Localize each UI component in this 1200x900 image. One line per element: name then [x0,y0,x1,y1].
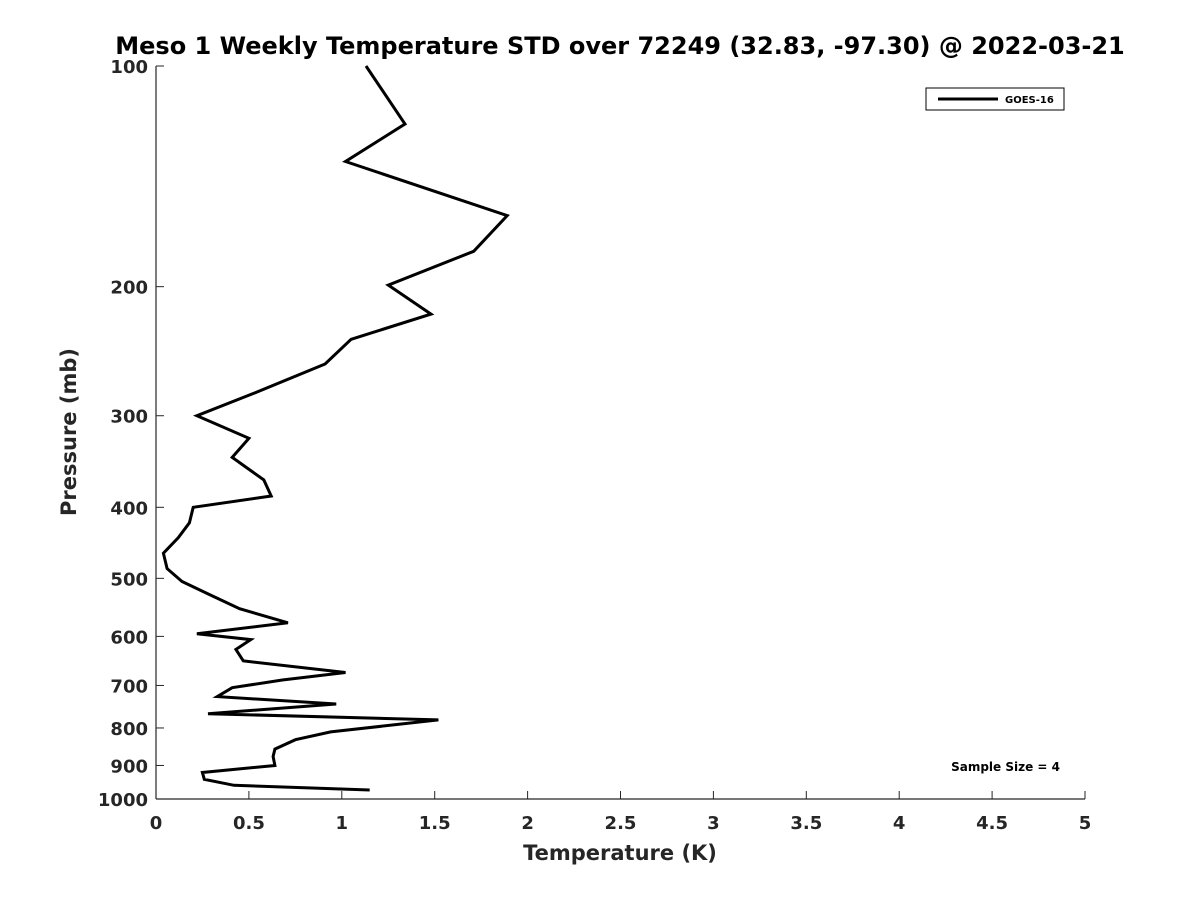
y-tick-label: 1000 [98,790,148,811]
series-line-goes-16 [161,65,510,792]
x-tick-label: 4.5 [976,813,1008,834]
y-tick-label: 300 [110,407,148,428]
y-tick-label: 100 [110,57,148,78]
x-tick-label: 4 [893,813,906,834]
y-tick-label: 600 [110,627,148,648]
y-tick-label: 900 [110,756,148,777]
y-tick-label: 200 [110,278,148,299]
y-tick-label: 500 [110,569,148,590]
legend: GOES-16 [925,87,1065,111]
x-tick-label: 0.5 [233,813,265,834]
y-tick-label: 800 [110,719,148,740]
x-axis-label: Temperature (K) [523,841,717,865]
chart-title: Meso 1 Weekly Temperature STD over 72249… [115,32,1125,60]
x-tick-label: 3 [707,813,720,834]
y-axis-label: Pressure (mb) [57,348,81,516]
x-tick-label: 1 [336,813,349,834]
x-tick-label: 1.5 [419,813,451,834]
x-tick-label: 3.5 [790,813,822,834]
x-tick-label: 2 [521,813,534,834]
legend-label-goes-16: GOES-16 [1005,95,1054,106]
x-tick-label: 2.5 [605,813,637,834]
series-group [161,65,510,792]
x-axis-ticks: 0 0.5 1 1.5 2 2.5 3 3.5 4 4.5 5 [150,791,1092,834]
y-tick-label: 400 [110,498,148,519]
sample-size-annotation: Sample Size = 4 [951,760,1060,774]
y-axis-ticks: 100 200 300 400 500 600 700 800 900 1000 [98,57,164,811]
x-tick-label: 0 [150,813,163,834]
x-tick-label: 5 [1079,813,1092,834]
y-tick-label: 700 [110,676,148,697]
axes [155,66,1085,800]
